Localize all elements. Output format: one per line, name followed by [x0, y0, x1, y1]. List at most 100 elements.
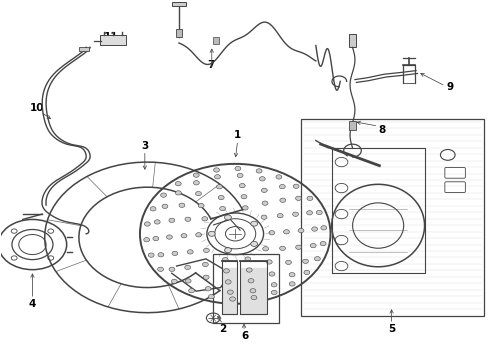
Text: 9: 9: [447, 82, 454, 92]
Circle shape: [295, 245, 301, 249]
Circle shape: [158, 267, 164, 271]
Circle shape: [239, 184, 245, 188]
Circle shape: [250, 289, 256, 293]
Circle shape: [251, 296, 257, 300]
Circle shape: [289, 273, 295, 277]
Circle shape: [203, 248, 209, 253]
Circle shape: [196, 233, 201, 237]
Circle shape: [148, 253, 154, 257]
Text: 3: 3: [141, 141, 148, 151]
Circle shape: [189, 288, 195, 293]
Text: 5: 5: [388, 324, 395, 334]
Circle shape: [172, 251, 178, 256]
Circle shape: [279, 184, 285, 189]
Circle shape: [153, 237, 159, 241]
Circle shape: [284, 230, 290, 234]
Circle shape: [205, 287, 211, 291]
Circle shape: [271, 290, 277, 294]
Circle shape: [280, 198, 286, 202]
Circle shape: [185, 217, 191, 221]
Circle shape: [262, 201, 268, 205]
Circle shape: [277, 213, 283, 218]
Bar: [348, 34, 356, 47]
Circle shape: [248, 279, 254, 283]
Circle shape: [261, 188, 267, 193]
Circle shape: [263, 247, 269, 251]
FancyBboxPatch shape: [100, 35, 126, 45]
Circle shape: [223, 269, 229, 273]
Circle shape: [251, 242, 258, 246]
Text: 6: 6: [242, 331, 248, 341]
Circle shape: [175, 191, 181, 195]
Circle shape: [293, 212, 298, 216]
Circle shape: [222, 257, 228, 262]
Circle shape: [267, 260, 272, 264]
Circle shape: [303, 259, 308, 264]
Circle shape: [179, 203, 185, 207]
Bar: [175, 29, 182, 37]
Circle shape: [187, 250, 193, 254]
Circle shape: [224, 215, 231, 220]
Circle shape: [220, 206, 225, 211]
Circle shape: [271, 283, 277, 287]
Text: 8: 8: [378, 125, 386, 135]
Circle shape: [245, 257, 251, 261]
Circle shape: [224, 248, 231, 253]
Circle shape: [218, 195, 224, 200]
Circle shape: [214, 168, 220, 172]
Circle shape: [310, 243, 316, 248]
Circle shape: [321, 226, 327, 230]
Polygon shape: [241, 268, 266, 315]
Circle shape: [194, 181, 199, 185]
Circle shape: [150, 207, 156, 211]
Circle shape: [320, 242, 326, 246]
Circle shape: [208, 231, 215, 236]
Circle shape: [286, 260, 292, 265]
Circle shape: [169, 218, 175, 222]
Circle shape: [269, 231, 275, 235]
Bar: [301, 119, 485, 316]
Circle shape: [315, 257, 320, 261]
Circle shape: [293, 184, 299, 188]
Circle shape: [217, 185, 222, 189]
Bar: [348, 121, 356, 130]
Circle shape: [307, 196, 313, 201]
Circle shape: [317, 210, 322, 215]
Circle shape: [169, 267, 175, 271]
Text: 2: 2: [220, 324, 227, 334]
Circle shape: [175, 181, 181, 186]
Circle shape: [243, 206, 248, 210]
Circle shape: [259, 177, 265, 181]
Text: 1: 1: [234, 130, 241, 140]
Text: 11: 11: [103, 32, 118, 41]
Bar: [213, 253, 279, 323]
Circle shape: [162, 204, 168, 208]
Circle shape: [276, 175, 282, 179]
Circle shape: [298, 228, 304, 233]
Bar: [79, 47, 89, 51]
Circle shape: [158, 253, 164, 257]
Text: 7: 7: [207, 60, 215, 70]
Circle shape: [167, 235, 172, 239]
Circle shape: [203, 275, 209, 279]
Circle shape: [227, 290, 233, 294]
Circle shape: [208, 294, 214, 299]
Circle shape: [194, 173, 199, 177]
Circle shape: [215, 175, 220, 179]
Circle shape: [295, 196, 301, 201]
Circle shape: [241, 194, 247, 199]
Circle shape: [280, 246, 286, 251]
Circle shape: [251, 221, 258, 226]
Circle shape: [181, 234, 187, 238]
Circle shape: [237, 173, 243, 177]
Circle shape: [230, 297, 236, 301]
Circle shape: [202, 217, 208, 221]
Polygon shape: [223, 268, 236, 315]
Circle shape: [225, 280, 231, 284]
Circle shape: [289, 282, 295, 286]
Bar: [172, 3, 186, 6]
Circle shape: [185, 265, 191, 270]
Circle shape: [144, 238, 149, 242]
Circle shape: [145, 222, 150, 226]
Circle shape: [269, 272, 275, 276]
